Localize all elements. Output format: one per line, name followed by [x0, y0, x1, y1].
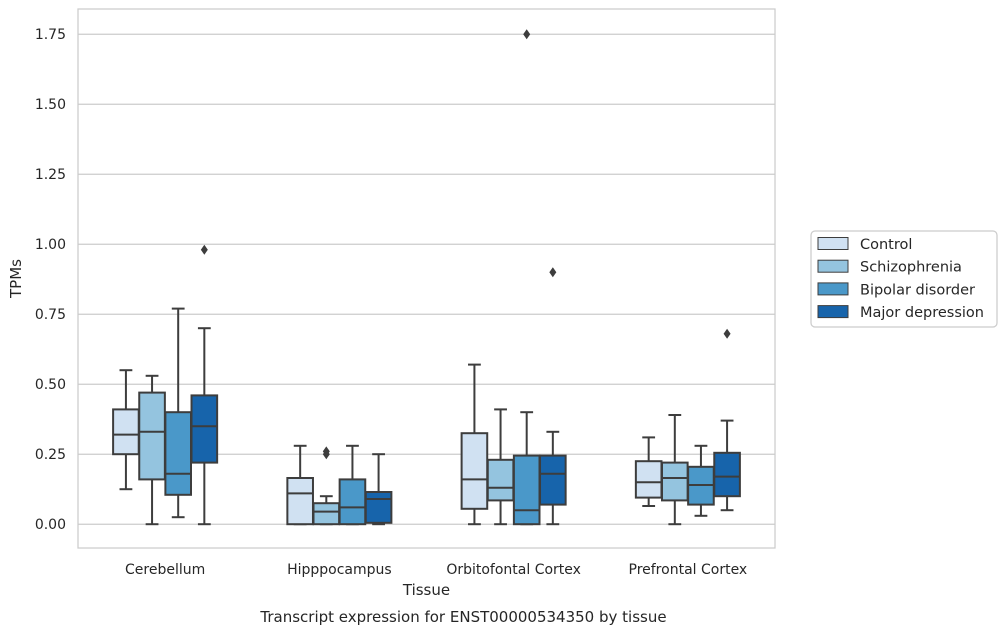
series-bipolar-disorder: [164, 29, 715, 526]
iqr-box: [634, 460, 663, 499]
box: [364, 453, 393, 526]
iqr-box: [486, 458, 515, 502]
iqr-box: [713, 451, 741, 498]
x-tick-label: Prefrontal Cortex: [629, 562, 748, 578]
box: [660, 414, 689, 526]
outlier-point: [523, 29, 531, 40]
chart-caption: Transcript expression for ENST0000053435…: [259, 608, 666, 626]
iqr-box: [512, 454, 541, 526]
iqr-box: [164, 411, 193, 496]
y-tick-label: 1.25: [35, 167, 66, 183]
legend-label: Control: [860, 237, 912, 253]
y-tick-label: 1.00: [35, 237, 66, 253]
series-schizophrenia: [138, 374, 689, 526]
y-axis-title: TPMs: [7, 259, 25, 299]
legend-label: Bipolar disorder: [860, 282, 975, 298]
legend-swatch: [817, 237, 849, 250]
x-tick-labels: Cerebellum Hipppocampus Orbitofontal Corte…: [125, 562, 747, 578]
x-tick-label: Hipppocampus: [287, 562, 392, 578]
y-tick-label: 0.75: [35, 307, 66, 323]
outlier-point: [322, 446, 330, 457]
plot-frame: [77, 8, 776, 549]
box: [112, 369, 140, 491]
box: [190, 244, 219, 526]
x-tick-label: Orbitofontal Cortex: [446, 562, 581, 578]
box: [486, 408, 515, 526]
legend-swatch: [817, 282, 849, 296]
iqr-box: [539, 454, 567, 506]
y-tick-label: 0.00: [35, 517, 66, 533]
outlier-point: [200, 244, 208, 255]
box: [539, 267, 567, 526]
box: [338, 444, 367, 526]
legend-label: Major depression: [860, 305, 984, 321]
box: [512, 29, 541, 526]
y-tick-label: 1.75: [35, 27, 66, 43]
box: [687, 444, 715, 517]
x-tick-label: Cerebellum: [125, 562, 205, 578]
box: [713, 328, 741, 512]
legend-label: Schizophrenia: [860, 260, 962, 276]
legend: Control Schizophrenia Bipolar disorder Majo…: [810, 230, 998, 328]
box: [634, 436, 663, 507]
y-tick-label: 0.50: [35, 377, 66, 393]
y-tick-labels: 0.00 0.25 0.50 0.75 1.00 1.25 1.50 1.75: [35, 27, 66, 533]
box: [164, 307, 193, 519]
legend-swatch: [817, 305, 849, 319]
outlier-point: [723, 328, 731, 339]
iqr-box: [312, 502, 341, 526]
box: [460, 363, 489, 526]
iqr-box: [460, 432, 489, 510]
outlier-point: [549, 267, 557, 278]
y-tick-label: 1.50: [35, 97, 66, 113]
box: [138, 374, 166, 526]
box-series: [112, 29, 741, 526]
x-axis-title: Tissue: [402, 581, 450, 599]
iqr-box: [112, 408, 140, 456]
series-control: [112, 363, 663, 526]
box: [312, 446, 341, 526]
iqr-box: [190, 394, 219, 464]
box: [286, 444, 314, 526]
iqr-box: [138, 391, 166, 481]
iqr-box: [364, 491, 393, 524]
legend-frame: [810, 230, 998, 328]
iqr-box: [660, 461, 689, 502]
legend-swatch: [817, 259, 849, 273]
series-major-depression: [190, 244, 741, 526]
y-tick-label: 0.25: [35, 447, 66, 463]
iqr-box: [286, 477, 314, 526]
iqr-box: [338, 478, 367, 526]
